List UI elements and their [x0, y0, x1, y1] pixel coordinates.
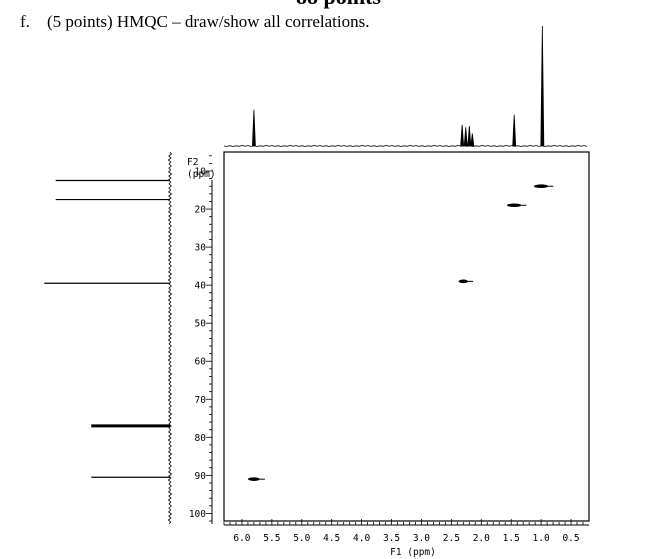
f1-tick-label: 3.0	[413, 533, 430, 544]
f1-tick-label: 4.5	[323, 533, 340, 544]
f1-tick-label: 5.0	[293, 533, 310, 544]
plot-border	[223, 151, 590, 522]
f2-tick-label: 60	[195, 357, 207, 368]
f2-tick-label: 10	[195, 167, 207, 178]
f1-tick-label: 2.0	[473, 533, 490, 544]
question-letter: f.	[20, 12, 30, 31]
f1-tick-label: 2.5	[443, 533, 460, 544]
f2-tick-label: 20	[195, 205, 207, 216]
f1-tick-label: 5.5	[263, 533, 280, 544]
f1-tick-label: 3.5	[383, 533, 400, 544]
proton-peak	[252, 109, 256, 147]
f2-tick-label: 30	[195, 243, 207, 254]
f2-tick-label: 50	[195, 319, 207, 330]
f2-axis-label: F2	[187, 157, 198, 168]
f1-tick-label: 4.0	[353, 533, 370, 544]
cross-peak	[458, 279, 469, 284]
f1-tick-label: 1.5	[503, 533, 520, 544]
cross-peak	[247, 477, 260, 481]
proton-peak	[467, 125, 472, 147]
proton-peak	[460, 124, 465, 147]
f2-tick-label: 40	[195, 281, 207, 292]
proton-peak	[470, 133, 475, 147]
f1-tick-label: 1.0	[533, 533, 550, 544]
page-heading-cutoff: 88 points	[296, 0, 416, 8]
f2-tick-label: 100	[189, 509, 206, 520]
proton-peak	[463, 127, 468, 147]
f1-tick-label: 0.5	[562, 533, 579, 544]
cross-peak	[533, 184, 549, 189]
proton-projection	[223, 25, 588, 147]
cross-peaks	[247, 184, 554, 481]
f2-tick-label: 70	[195, 395, 207, 406]
cross-peak	[507, 203, 522, 208]
carbon-baseline	[167, 151, 173, 525]
plot-frame	[223, 151, 590, 522]
f1-axis: 6.0 5.5 5.0 4.5 4.0 3.5 3.0 2.5 2.0 1.5 1.0 0.5	[223, 519, 589, 544]
f1-axis-label: F1 (ppm)	[390, 547, 436, 558]
f2-axis-unit: (ppm)	[187, 169, 216, 180]
question-line: f. (5 points) HMQC – draw/show all correl…	[20, 11, 369, 33]
proton-peak	[512, 114, 517, 147]
f1-tick-label: 6.0	[233, 533, 250, 544]
f2-tick-label: 80	[195, 433, 207, 444]
proton-baseline	[223, 145, 588, 147]
carbon-projection	[44, 151, 173, 525]
proton-peak	[540, 25, 545, 147]
question-text: (5 points) HMQC – draw/show all correlat…	[47, 12, 370, 31]
f2-tick-label: 90	[195, 471, 207, 482]
f2-axis: 10 20 30 40 50 60 70 80 90 100	[189, 155, 213, 524]
